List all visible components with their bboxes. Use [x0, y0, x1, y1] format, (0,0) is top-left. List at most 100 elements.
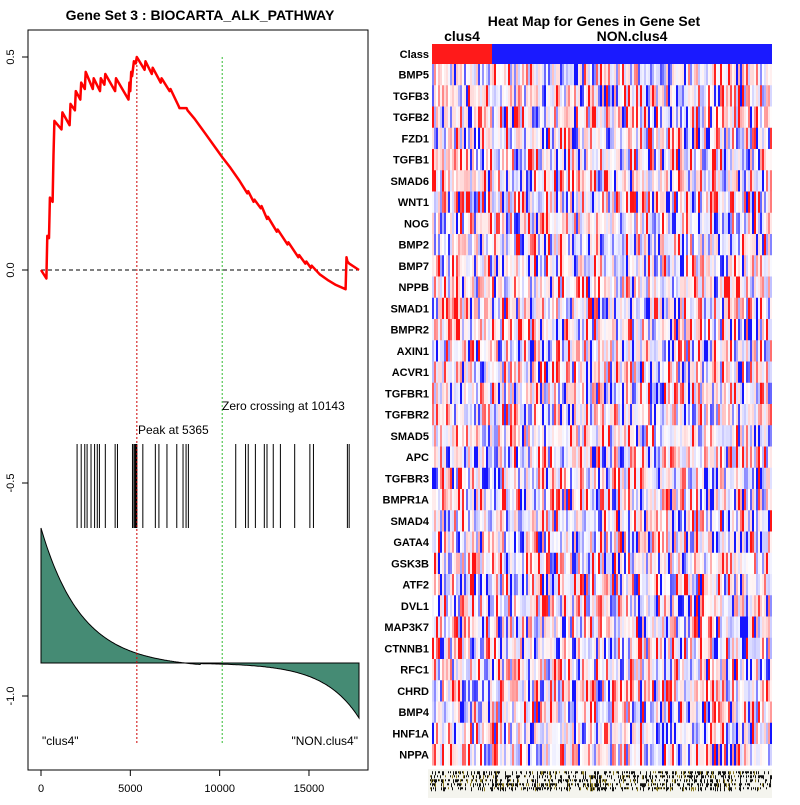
heatmap-cell [634, 213, 636, 235]
heatmap-cell [540, 638, 542, 660]
heatmap-cell [624, 192, 626, 214]
heatmap-cell [742, 319, 744, 341]
heatmap-cell [506, 638, 508, 660]
heatmap-cell [472, 489, 474, 511]
heatmap-cell [520, 362, 522, 384]
heatmap-cell [490, 404, 492, 426]
heatmap-cell [726, 617, 728, 639]
heatmap-cell [770, 383, 772, 405]
heatmap-cell [578, 489, 580, 511]
heatmap-cell [550, 595, 552, 617]
heatmap-cell [482, 340, 484, 362]
heatmap-cell [466, 425, 468, 447]
heatmap-cell [586, 255, 588, 277]
heatmap-cell [512, 234, 514, 256]
heatmap-cell [482, 553, 484, 575]
heatmap-cell [736, 383, 738, 405]
heatmap-cell [568, 319, 570, 341]
heatmap-cell [490, 149, 492, 171]
heatmap-cell [698, 447, 700, 469]
heatmap-cell [574, 255, 576, 277]
heatmap-cell [614, 255, 616, 277]
heatmap-cell [700, 298, 702, 320]
heatmap-row [432, 340, 772, 362]
heatmap-cell [732, 425, 734, 447]
heatmap-cell [626, 617, 628, 639]
heatmap-cell [628, 319, 630, 341]
heatmap-cell [578, 170, 580, 192]
heatmap-cell [454, 298, 456, 320]
heatmap-cell [480, 362, 482, 384]
heatmap-cell [562, 510, 564, 532]
heatmap-cell [518, 340, 520, 362]
heatmap-cell [676, 255, 678, 277]
heatmap-row [432, 213, 772, 235]
heatmap-cell [576, 404, 578, 426]
heatmap-cell [688, 128, 690, 150]
heatmap-cell [544, 489, 546, 511]
heatmap-cell [602, 489, 604, 511]
heatmap-cell [590, 489, 592, 511]
heatmap-cell [734, 468, 736, 490]
heatmap-cell [646, 447, 648, 469]
heatmap-cell [584, 234, 586, 256]
heatmap-cell [566, 447, 568, 469]
heatmap-cell [516, 362, 518, 384]
heatmap-cell [434, 277, 436, 299]
heatmap-cell [612, 659, 614, 681]
heatmap-cell [460, 468, 462, 490]
heatmap-cell [478, 638, 480, 660]
heatmap-cell [542, 192, 544, 214]
heatmap-cell [620, 362, 622, 384]
heatmap-cell [760, 510, 762, 532]
heatmap-cell [524, 362, 526, 384]
heatmap-cell [754, 298, 756, 320]
heatmap-cell [536, 659, 538, 681]
heatmap-cell [500, 340, 502, 362]
heatmap-cell [740, 362, 742, 384]
heatmap-cell [760, 489, 762, 511]
heatmap-cell [476, 404, 478, 426]
heatmap-cell [568, 255, 570, 277]
heatmap-cell [576, 149, 578, 171]
heatmap-cell [626, 277, 628, 299]
heatmap-cell [556, 319, 558, 341]
heatmap-cell [444, 595, 446, 617]
heatmap-cell [498, 447, 500, 469]
heatmap-cell [632, 128, 634, 150]
heatmap-cell [606, 447, 608, 469]
heatmap-cell [468, 298, 470, 320]
heatmap-cell [528, 213, 530, 235]
heatmap-cell [470, 595, 472, 617]
heatmap-cell [444, 149, 446, 171]
heatmap-cell [440, 404, 442, 426]
heatmap-cell [698, 340, 700, 362]
heatmap-cell [434, 468, 436, 490]
heatmap-cell [540, 383, 542, 405]
heatmap-cell [584, 362, 586, 384]
heatmap-cell [634, 107, 636, 129]
heatmap-cell [734, 553, 736, 575]
heatmap-cell [490, 362, 492, 384]
heatmap-cell [566, 574, 568, 596]
heatmap-cell [508, 107, 510, 129]
heatmap-cell [442, 128, 444, 150]
heatmap-cell [574, 362, 576, 384]
heatmap-cell [484, 319, 486, 341]
heatmap-cell [628, 128, 630, 150]
heatmap-cell [694, 510, 696, 532]
heatmap-cell [574, 617, 576, 639]
heatmap-cell [684, 213, 686, 235]
heatmap-cell [738, 234, 740, 256]
heatmap-cell [432, 404, 434, 426]
heatmap-cell [546, 85, 548, 107]
heatmap-cell [650, 617, 652, 639]
heatmap-cell [642, 638, 644, 660]
heatmap-cell [748, 234, 750, 256]
heatmap-cell [616, 489, 618, 511]
heatmap-cell [752, 638, 754, 660]
heatmap-cell [694, 107, 696, 129]
heatmap-cell [558, 340, 560, 362]
heatmap-cell [578, 383, 580, 405]
heatmap-cell [494, 489, 496, 511]
